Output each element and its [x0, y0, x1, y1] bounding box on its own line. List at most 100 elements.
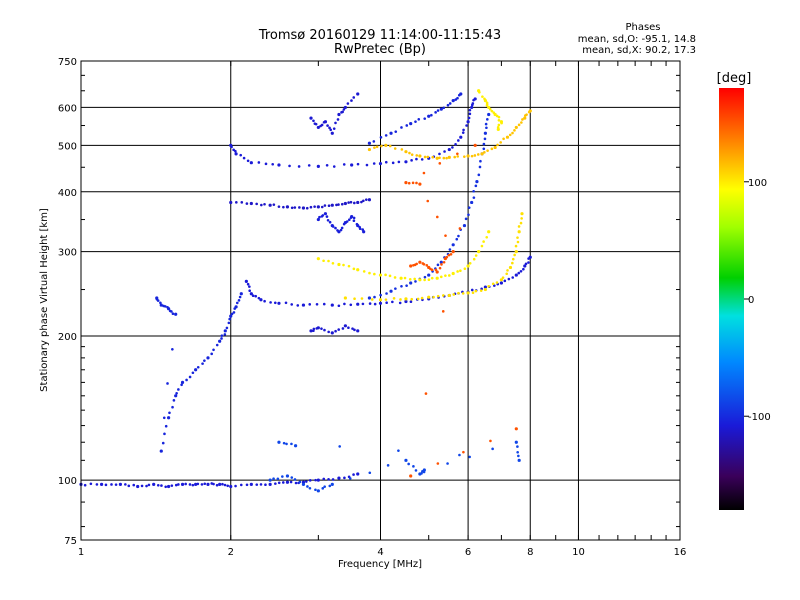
data-point [439, 260, 443, 264]
chart-title: Tromsø 20160129 11:14:00-11:15:43 [258, 28, 501, 43]
data-point [331, 225, 335, 228]
data-point [412, 465, 415, 468]
data-point [330, 482, 334, 486]
data-point [379, 293, 382, 297]
data-point [500, 121, 503, 125]
data-point [459, 135, 463, 139]
data-point [451, 146, 454, 149]
colorbar-tick-label: -100 [748, 412, 771, 423]
data-point [229, 484, 233, 489]
data-point [298, 206, 301, 209]
data-point [272, 477, 275, 480]
x-ticks: 1 2 4 6 8 10 16 [78, 61, 686, 558]
data-point [350, 99, 353, 102]
data-point [95, 483, 99, 486]
data-point [436, 263, 440, 267]
data-point [171, 312, 175, 315]
data-point [373, 146, 376, 149]
data-point [320, 205, 324, 209]
data-point [445, 255, 449, 259]
data-point [301, 482, 306, 486]
data-point [514, 250, 518, 254]
data-point [491, 282, 495, 286]
data-point [517, 123, 521, 127]
data-point [83, 483, 87, 487]
data-point [254, 294, 258, 298]
data-point [508, 265, 513, 270]
data-point [281, 475, 284, 478]
data-point [358, 227, 362, 231]
data-point [331, 478, 335, 481]
data-point [399, 298, 402, 301]
data-point [517, 225, 521, 228]
data-point [259, 483, 263, 486]
y-tick-label: 400 [58, 188, 77, 199]
data-point [257, 296, 261, 300]
data-point [471, 102, 475, 105]
data-point [327, 330, 330, 334]
data-point [452, 293, 456, 296]
data-point [466, 291, 470, 295]
data-point [485, 126, 488, 130]
data-point [400, 126, 403, 129]
colorbar-tick-label: 100 [748, 178, 767, 189]
data-point [315, 303, 319, 306]
data-point [255, 202, 258, 206]
data-point [413, 277, 416, 281]
data-point [464, 217, 468, 221]
data-point [499, 281, 504, 285]
x-tick-label: 8 [527, 547, 533, 558]
data-point [104, 483, 108, 487]
data-point [329, 128, 333, 132]
data-point [234, 305, 238, 309]
data-point [466, 264, 470, 268]
data-point [423, 278, 426, 282]
data-point [346, 102, 350, 105]
data-point [136, 484, 140, 489]
data-point [397, 160, 401, 164]
x-tick-label: 4 [377, 547, 383, 558]
data-point [519, 221, 523, 225]
data-point [316, 164, 320, 168]
data-point [418, 154, 422, 158]
data-point [352, 96, 356, 99]
data-point [308, 479, 312, 482]
data-point [164, 485, 167, 489]
data-point [289, 480, 293, 484]
data-point [159, 449, 163, 453]
data-point [367, 147, 372, 152]
data-point [174, 483, 178, 487]
data-point [264, 162, 268, 166]
data-point [361, 302, 365, 306]
data-point [524, 262, 528, 266]
data-point [490, 147, 494, 151]
data-point [470, 154, 474, 158]
data-point [301, 303, 306, 307]
data-point [446, 462, 449, 465]
data-point [180, 383, 183, 387]
data-point [467, 213, 470, 217]
data-point [337, 328, 341, 331]
data-point [517, 271, 521, 275]
data-point [508, 133, 512, 137]
data-point [482, 240, 485, 243]
data-point [239, 292, 243, 296]
data-point [339, 228, 343, 232]
data-point [367, 296, 372, 300]
data-series [309, 324, 360, 335]
data-point [426, 199, 430, 203]
data-point [166, 382, 169, 385]
data-point [356, 92, 360, 96]
data-point [164, 305, 167, 308]
data-point [268, 203, 272, 207]
data-point [444, 274, 447, 277]
data-point [166, 416, 171, 420]
data-point [384, 143, 388, 147]
data-point [215, 343, 219, 347]
data-point [124, 483, 127, 486]
data-point [277, 301, 281, 305]
data-point [465, 124, 468, 127]
data-point [312, 119, 315, 123]
data-point [352, 267, 356, 271]
data-point [407, 181, 411, 185]
